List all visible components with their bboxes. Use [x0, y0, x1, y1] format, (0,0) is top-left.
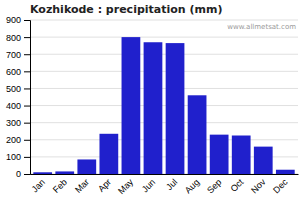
- x-tick: Nov: [249, 177, 268, 196]
- y-tick-mark: [24, 71, 30, 72]
- y-tick-mark: [24, 140, 30, 141]
- y-tick-label: 200: [6, 135, 21, 145]
- grid-line: [30, 88, 298, 89]
- x-tick: Jul: [164, 177, 179, 192]
- y-tick: 800: [6, 32, 30, 42]
- y-tick: 400: [6, 101, 30, 111]
- bar: [188, 95, 207, 174]
- bar: [99, 134, 118, 174]
- x-tick: Apr: [96, 177, 113, 194]
- y-tick-label: 800: [6, 32, 21, 42]
- bar: [77, 159, 96, 174]
- x-tick: Mar: [73, 177, 91, 195]
- y-tick-label: 0: [16, 169, 21, 179]
- y-tick-mark: [24, 106, 30, 107]
- title: Kozhikode : precipitation (mm): [30, 3, 222, 16]
- bar: [276, 170, 295, 174]
- bar: [55, 171, 74, 174]
- chart: 0 100 200 300 400 500 600 700 800 900 JanFebMar Apr…: [0, 0, 306, 200]
- y-tick: 600: [6, 67, 30, 77]
- y-tick-mark: [24, 20, 30, 21]
- y-tick: 700: [6, 50, 30, 60]
- y-tick-label: 900: [6, 15, 21, 25]
- x-axis: JanFebMar AprMay Jun Jul AugSep OctNovDec: [30, 175, 299, 197]
- y-tick: 900: [6, 15, 30, 25]
- x-tick-label: Jun: [140, 177, 157, 194]
- y-tick: 500: [6, 84, 30, 94]
- y-tick-mark: [24, 123, 30, 124]
- y-tick-mark: [24, 174, 30, 175]
- bar: [166, 43, 185, 174]
- y-tick: 200: [6, 135, 30, 145]
- x-tick: May: [116, 177, 135, 196]
- y-tick: 0: [16, 169, 30, 179]
- grid: [30, 20, 298, 174]
- grid-line: [30, 54, 298, 55]
- y-tick-label: 700: [6, 50, 21, 60]
- x-tick: Jun: [140, 177, 157, 194]
- grid-line: [30, 105, 298, 106]
- x-tick: Dec: [271, 177, 290, 196]
- bar: [210, 135, 229, 174]
- x-tick-label: Jan: [30, 177, 47, 194]
- bar: [254, 147, 273, 174]
- x-tick-label: Sep: [205, 177, 223, 195]
- y-tick-label: 600: [6, 67, 21, 77]
- x-tick: Oct: [228, 177, 245, 194]
- x-tick-label: Jul: [164, 177, 179, 192]
- grid-line: [30, 20, 298, 21]
- bar: [232, 136, 251, 175]
- x-tick-label: Dec: [271, 177, 290, 196]
- x-tick-label: Apr: [96, 177, 113, 194]
- x-tick-label: Oct: [228, 177, 245, 194]
- y-axis: 0 100 200 300 400 500 600 700 800 900: [6, 15, 31, 179]
- x-tick: Jan: [30, 177, 47, 194]
- y-tick-mark: [24, 37, 30, 38]
- x-tick-label: Nov: [249, 177, 268, 196]
- grid-line: [30, 71, 298, 72]
- y-tick-label: 300: [6, 118, 21, 128]
- x-tick-label: Feb: [51, 177, 69, 195]
- y-tick-mark: [24, 88, 30, 89]
- x-tick-label: Aug: [183, 177, 201, 195]
- bar: [144, 42, 163, 174]
- grid-line: [30, 37, 298, 38]
- grid-line: [30, 122, 298, 123]
- x-tick: Feb: [51, 177, 69, 195]
- y-tick: 100: [6, 152, 30, 162]
- bar: [33, 172, 52, 174]
- y-tick-label: 500: [6, 84, 21, 94]
- x-axis-line: [31, 174, 299, 175]
- bars: [33, 37, 294, 174]
- x-tick-label: May: [116, 177, 135, 196]
- x-tick: Aug: [183, 177, 201, 195]
- y-tick-label: 100: [6, 152, 21, 162]
- x-tick-label: Mar: [73, 177, 91, 195]
- grid-line: [30, 139, 298, 140]
- y-tick: 300: [6, 118, 30, 128]
- y-axis-line: [24, 21, 31, 175]
- y-tick-label: 400: [6, 101, 21, 111]
- y-tick-mark: [24, 157, 30, 158]
- annotation: www.allmetsat.com: [227, 23, 296, 31]
- bar: [122, 37, 141, 174]
- plot: 0 100 200 300 400 500 600 700 800 900 JanFebMar Apr…: [6, 15, 299, 196]
- y-tick-mark: [24, 54, 30, 55]
- x-tick: Sep: [205, 177, 223, 195]
